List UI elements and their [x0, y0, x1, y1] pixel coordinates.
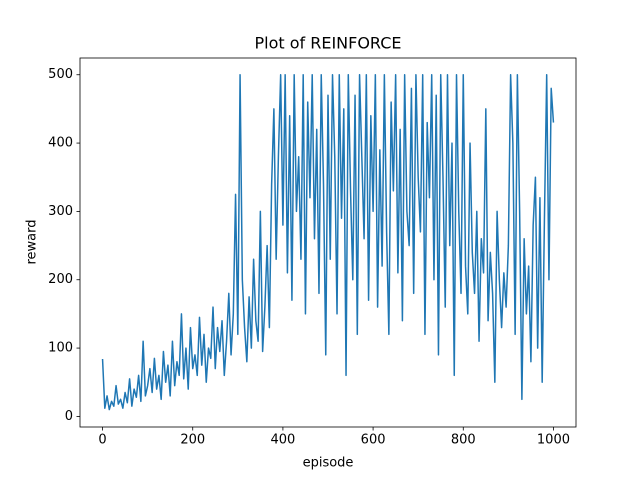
y-axis-label: reward: [25, 219, 40, 264]
y-tick-label: 0: [65, 409, 73, 424]
x-axis-label: episode: [303, 456, 354, 471]
plot-frame: [79, 57, 577, 428]
y-tick-label: 100: [48, 341, 73, 356]
data-line: [101, 73, 555, 411]
x-tick-label: 1000: [537, 433, 570, 448]
y-tick-label: 400: [48, 136, 73, 151]
x-tick-label: 600: [361, 433, 386, 448]
chart-title: Plot of REINFORCE: [254, 34, 401, 53]
x-tick-label: 800: [451, 433, 476, 448]
y-tick-label: 500: [48, 67, 73, 82]
y-tick-label: 200: [48, 272, 73, 287]
x-tick-label: 200: [180, 433, 205, 448]
x-tick-label: 400: [270, 433, 295, 448]
y-tick-label: 300: [48, 204, 73, 219]
x-tick-label: 0: [98, 433, 106, 448]
